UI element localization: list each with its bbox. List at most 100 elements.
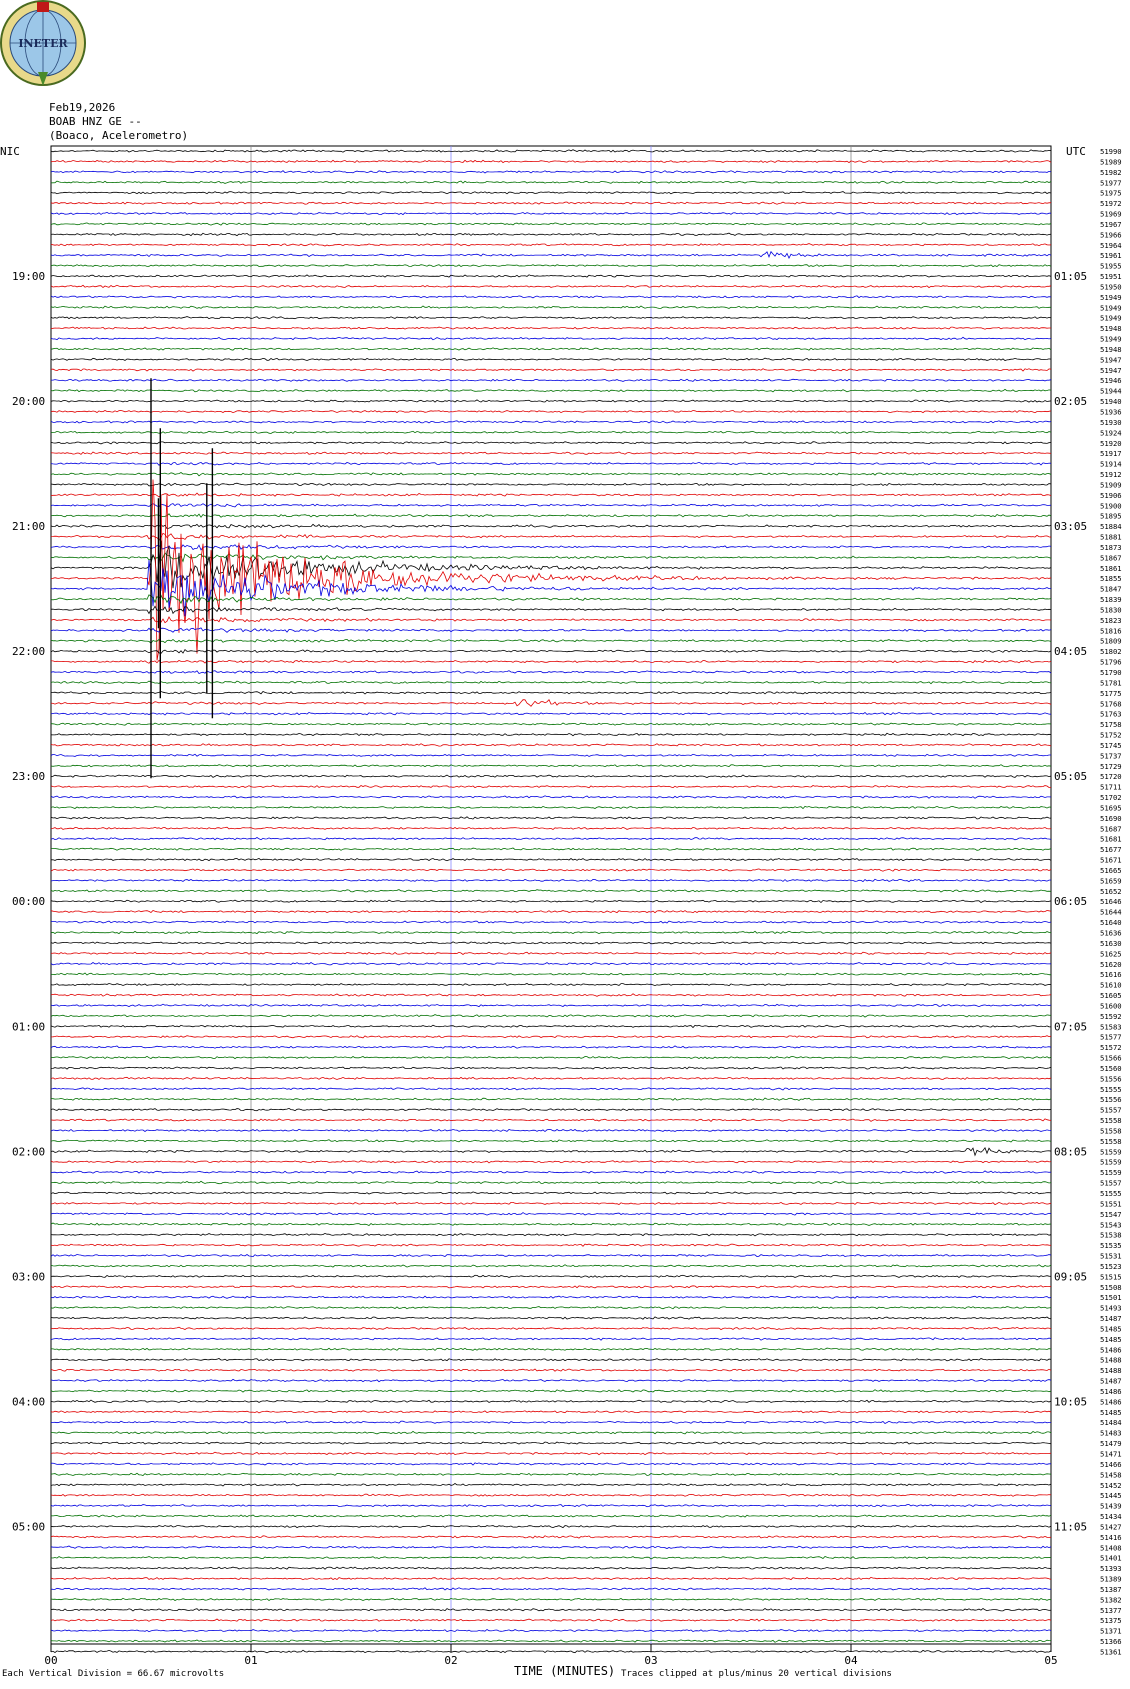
trace-101 bbox=[50, 1201, 1052, 1206]
trace-offset-label: 51809 bbox=[1100, 637, 1122, 646]
trace-offset-label: 51501 bbox=[1100, 1293, 1122, 1302]
left-hour-labels: 19:00 20:00 21:00 22:00 23:00 00:00 01:00 02:00… bbox=[12, 270, 45, 1533]
trace-20 bbox=[50, 357, 1052, 361]
right-hour-label: 09:05 bbox=[1054, 1270, 1087, 1283]
trace-offset-label: 51909 bbox=[1100, 480, 1122, 489]
trace-offset-label: 51439 bbox=[1100, 1502, 1122, 1511]
right-hour-label: 04:05 bbox=[1054, 645, 1087, 658]
trace-0 bbox=[50, 149, 1052, 153]
trace-offset-label: 51558 bbox=[1100, 1137, 1122, 1146]
trace-offset-label: 51940 bbox=[1100, 397, 1122, 406]
right-hour-label: 03:05 bbox=[1054, 520, 1087, 533]
trace-offset-label: 51523 bbox=[1100, 1262, 1122, 1271]
trace-offset-label: 51745 bbox=[1100, 741, 1122, 750]
trace-offset-label: 51488 bbox=[1100, 1366, 1122, 1375]
trace-offset-label: 51914 bbox=[1100, 460, 1122, 469]
trace-offset-label: 51946 bbox=[1100, 376, 1122, 385]
trace-offset-label: 51652 bbox=[1100, 887, 1122, 896]
trace-120 bbox=[50, 1399, 1052, 1403]
trace-offset-label: 51944 bbox=[1100, 387, 1122, 396]
trace-2 bbox=[50, 170, 1052, 174]
trace-128 bbox=[50, 1483, 1052, 1487]
trace-50 bbox=[50, 670, 1052, 674]
x-axis-label: TIME (MINUTES) bbox=[514, 1664, 615, 1678]
left-hour-label: 00:00 bbox=[12, 895, 45, 908]
trace-12 bbox=[50, 274, 1052, 278]
trace-139 bbox=[50, 1597, 1052, 1601]
trace-74 bbox=[51, 920, 1052, 924]
trace-1 bbox=[50, 159, 1052, 164]
trace-offset-label: 51969 bbox=[1100, 210, 1122, 219]
trace-offset-label: 51671 bbox=[1100, 856, 1122, 865]
trace-offset-label: 51371 bbox=[1100, 1627, 1122, 1636]
x-tick-label: 00 bbox=[44, 1654, 57, 1667]
trace-41 bbox=[50, 479, 1052, 661]
trace-offset-label: 51577 bbox=[1100, 1033, 1122, 1042]
trace-117 bbox=[50, 1368, 1052, 1372]
left-zone-label: NIC bbox=[0, 145, 20, 158]
trace-8 bbox=[50, 232, 1052, 237]
trace-77 bbox=[50, 951, 1052, 955]
trace-40 bbox=[50, 540, 1052, 589]
left-hour-label: 02:00 bbox=[12, 1145, 45, 1158]
trace-offset-label: 51895 bbox=[1100, 512, 1122, 521]
trace-offset-label: 51936 bbox=[1100, 408, 1122, 417]
trace-offset-label: 51493 bbox=[1100, 1304, 1122, 1313]
trace-offset-label: 51389 bbox=[1100, 1575, 1122, 1584]
trace-30 bbox=[50, 461, 1052, 466]
trace-offset-label: 51592 bbox=[1100, 1012, 1122, 1021]
trace-86 bbox=[50, 1045, 1052, 1049]
trace-offset-label: 51906 bbox=[1100, 491, 1122, 500]
trace-79 bbox=[50, 972, 1052, 976]
trace-95 bbox=[50, 1139, 1052, 1143]
trace-38 bbox=[50, 544, 1052, 551]
trace-37 bbox=[50, 532, 1052, 541]
trace-offset-label: 51625 bbox=[1100, 949, 1122, 958]
x-axis-ticks: 00 01 02 03 04 05 bbox=[44, 1644, 1058, 1667]
left-hour-label: 04:00 bbox=[12, 1395, 45, 1408]
trace-offset-label: 51702 bbox=[1100, 793, 1122, 802]
trace-112 bbox=[50, 1316, 1052, 1320]
trace-offset-label: 51484 bbox=[1100, 1418, 1122, 1427]
trace-offset-label: 51416 bbox=[1100, 1533, 1122, 1542]
trace-130 bbox=[50, 1504, 1052, 1508]
trace-offset-label: 51975 bbox=[1100, 189, 1122, 198]
trace-offset-label: 51729 bbox=[1100, 762, 1122, 771]
trace-52 bbox=[51, 691, 1052, 695]
left-hour-label: 21:00 bbox=[12, 520, 45, 533]
trace-135 bbox=[50, 1556, 1052, 1560]
trace-offset-label: 51687 bbox=[1100, 824, 1122, 833]
trace-80 bbox=[50, 983, 1052, 987]
trace-offset-label: 51947 bbox=[1100, 355, 1122, 364]
trace-offset-label: 51508 bbox=[1100, 1283, 1122, 1292]
trace-104 bbox=[50, 1232, 1052, 1237]
trace-offset-label: 51487 bbox=[1100, 1377, 1122, 1386]
scale-note: Each Vertical Division = 66.67 microvolt… bbox=[2, 1669, 224, 1679]
trace-10 bbox=[50, 250, 1052, 260]
trace-offset-label: 51485 bbox=[1100, 1335, 1122, 1344]
trace-5 bbox=[50, 201, 1052, 205]
trace-offset-label: 51847 bbox=[1100, 585, 1122, 594]
trace-offset-label: 51900 bbox=[1100, 501, 1122, 510]
trace-133 bbox=[50, 1535, 1052, 1539]
trace-offset-label: 51737 bbox=[1100, 751, 1122, 760]
trace-offset-label: 51830 bbox=[1100, 605, 1122, 614]
trace-offset-label: 51790 bbox=[1100, 668, 1122, 677]
trace-73 bbox=[50, 910, 1052, 914]
trace-offset-label: 51855 bbox=[1100, 574, 1122, 583]
trace-offset-label: 51538 bbox=[1100, 1231, 1122, 1240]
trace-offset-label: 51377 bbox=[1100, 1606, 1122, 1615]
trace-36 bbox=[50, 523, 1052, 530]
x-tick-label: 05 bbox=[1044, 1654, 1057, 1667]
trace-29 bbox=[50, 451, 1052, 455]
trace-63 bbox=[50, 805, 1052, 810]
trace-25 bbox=[50, 409, 1052, 414]
trace-offset-label: 51867 bbox=[1100, 553, 1122, 562]
trace-106 bbox=[50, 1253, 1052, 1258]
trace-65 bbox=[51, 826, 1052, 830]
trace-78 bbox=[50, 962, 1052, 966]
trace-60 bbox=[50, 774, 1052, 778]
right-hour-label: 10:05 bbox=[1054, 1395, 1087, 1408]
left-hour-label: 22:00 bbox=[12, 645, 45, 658]
